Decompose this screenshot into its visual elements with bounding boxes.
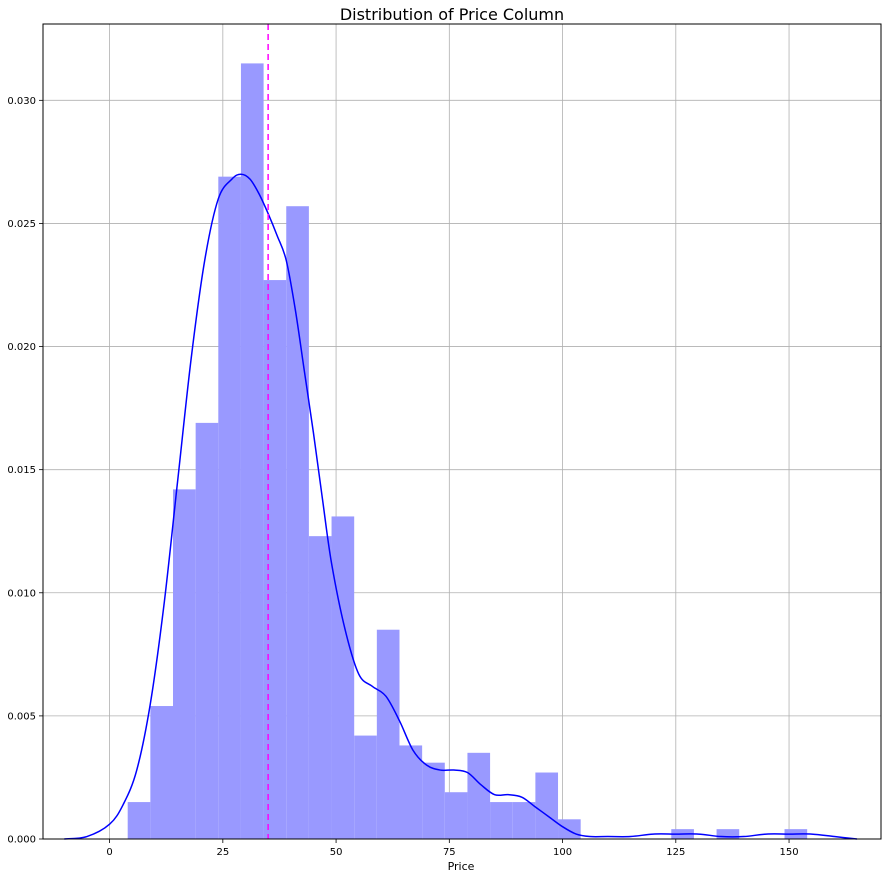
histogram-bar xyxy=(558,819,581,839)
x-tick-label: 0 xyxy=(106,847,112,858)
plot-frame xyxy=(42,23,882,840)
grid-layer xyxy=(43,24,881,840)
histogram-bar xyxy=(535,772,559,839)
histogram-bar xyxy=(490,802,513,839)
x-tick-label: 75 xyxy=(443,847,456,858)
histogram-bar xyxy=(286,206,309,839)
histogram-bar xyxy=(512,802,536,839)
x-axis-label: Price xyxy=(448,860,475,873)
histogram-bar xyxy=(240,63,264,840)
histogram-bar xyxy=(422,762,445,839)
x-tick-label: 150 xyxy=(779,847,798,858)
x-tick-label: 25 xyxy=(216,847,229,858)
kde-curve xyxy=(64,173,858,840)
y-tick-label: 0.000 xyxy=(7,835,36,846)
y-tick-label: 0.025 xyxy=(7,219,36,230)
histogram-bar xyxy=(354,735,377,839)
y-tick-label: 0.010 xyxy=(7,588,36,599)
y-tick-label: 0.005 xyxy=(7,711,36,722)
kde-layer xyxy=(64,173,858,840)
histogram-bar xyxy=(399,745,423,839)
x-tick-label: 100 xyxy=(553,847,572,858)
y-axis-ticks: 0.000 0.005 0.010 0.015 0.020 0.025 0.030 xyxy=(7,96,43,846)
histogram-bar xyxy=(376,629,400,839)
histogram-bar xyxy=(331,516,355,839)
histogram-bar xyxy=(127,802,151,839)
histogram-bar xyxy=(444,792,468,839)
y-tick-label: 0.020 xyxy=(7,342,36,353)
histogram-bar xyxy=(218,176,241,839)
histogram-bar xyxy=(467,752,491,839)
chart-title: Distribution of Price Column xyxy=(340,5,564,24)
histogram-bar xyxy=(195,422,219,839)
histogram-bar xyxy=(173,489,196,839)
y-tick-label: 0.015 xyxy=(7,465,36,476)
histogram-bar xyxy=(150,706,174,839)
x-tick-label: 50 xyxy=(330,847,343,858)
x-tick-label: 125 xyxy=(666,847,685,858)
y-tick-label: 0.030 xyxy=(7,96,36,107)
histogram-bars xyxy=(127,63,808,840)
x-axis-ticks: 0 25 50 75 100 125 150 xyxy=(106,839,799,858)
histogram-bar xyxy=(716,829,740,839)
histogram-bar xyxy=(308,536,332,839)
histogram-bar xyxy=(263,280,287,839)
